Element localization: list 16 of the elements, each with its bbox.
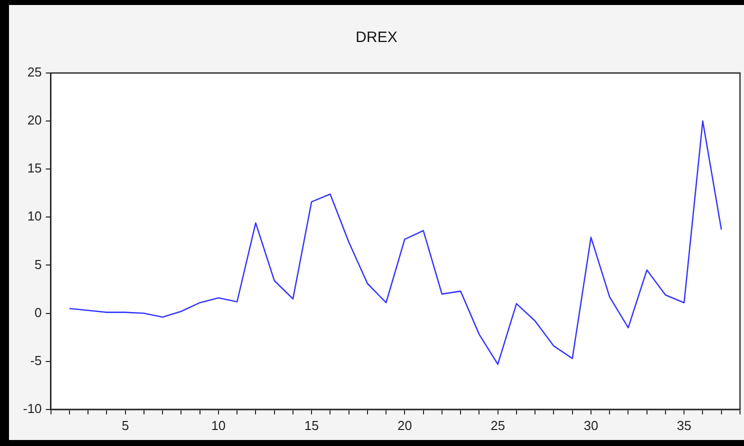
y-tick-label: 25 bbox=[27, 64, 42, 80]
y-tick-label: 10 bbox=[27, 208, 42, 224]
x-tick-label: 20 bbox=[397, 418, 412, 433]
y-tick-label: 0 bbox=[34, 304, 42, 320]
y-tick-label: 20 bbox=[27, 112, 42, 128]
chart-title: DREX bbox=[354, 29, 398, 46]
y-tick-label: 15 bbox=[27, 160, 42, 176]
x-tick-label: 30 bbox=[584, 418, 598, 433]
y-tick-label: -5 bbox=[30, 352, 42, 368]
x-tick-label: 5 bbox=[122, 418, 129, 433]
x-tick-label: 25 bbox=[490, 418, 506, 433]
x-tick-label: 35 bbox=[676, 418, 692, 433]
x-tick-label: 15 bbox=[304, 418, 319, 433]
y-tick-label: 5 bbox=[34, 256, 42, 272]
x-tick-label: 10 bbox=[211, 418, 226, 433]
y-tick-label: -10 bbox=[22, 400, 42, 416]
